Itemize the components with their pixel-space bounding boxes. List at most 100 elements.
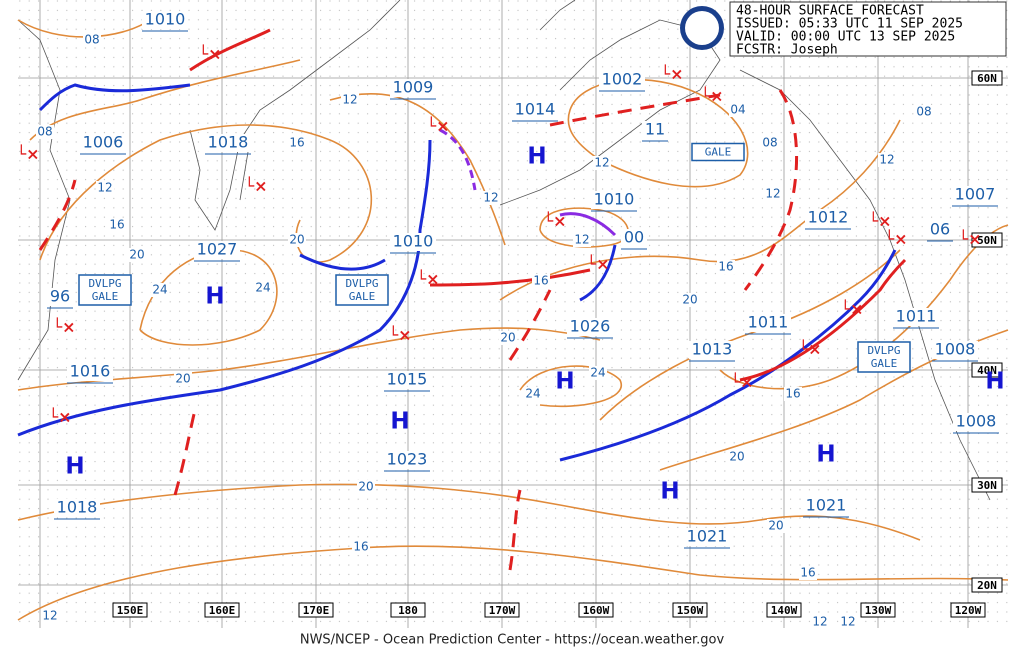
isobar-label-bg bbox=[764, 187, 782, 201]
pressure-value: 1010 bbox=[594, 190, 635, 209]
isobar-label: 08 bbox=[37, 125, 52, 139]
isobar-label-bg bbox=[717, 260, 735, 274]
lon-label: 160E bbox=[209, 604, 236, 617]
isobar-label-bg bbox=[811, 615, 829, 629]
isobar-label-bg bbox=[839, 615, 857, 629]
header-box bbox=[729, 1, 1007, 57]
lat-label: 40N bbox=[977, 364, 997, 377]
pressure-value: 1018 bbox=[57, 498, 98, 517]
lon-label: 120W bbox=[955, 604, 982, 617]
isobar-label: 12 bbox=[812, 615, 827, 629]
isobar-label: 20 bbox=[768, 519, 783, 533]
lon-label-box bbox=[860, 602, 896, 618]
lat-label: 60N bbox=[977, 72, 997, 85]
low-marker: └× bbox=[244, 176, 267, 196]
lon-label-box bbox=[298, 602, 334, 618]
pressure-value: 1027 bbox=[197, 240, 238, 259]
isobar-label-bg bbox=[108, 218, 126, 232]
header-line: FCSTR: Joseph bbox=[736, 43, 838, 58]
pressure-value: 96 bbox=[50, 287, 70, 306]
pressure-value: 1021 bbox=[687, 527, 728, 546]
gale-box bbox=[691, 142, 745, 162]
low-marker: └× bbox=[198, 44, 221, 64]
low-marker: └× bbox=[958, 229, 981, 249]
isobar-label: 08 bbox=[762, 136, 777, 150]
isobar-label-bg bbox=[151, 283, 169, 297]
lon-label: 130W bbox=[865, 604, 892, 617]
isobar-label-bg bbox=[799, 566, 817, 580]
pressure-value: 1008 bbox=[956, 412, 997, 431]
high-center: H bbox=[555, 369, 574, 395]
pressure-bg bbox=[384, 371, 430, 389]
high-center: H bbox=[660, 479, 679, 505]
pressure-bg bbox=[953, 413, 999, 431]
low-marker: └× bbox=[416, 269, 439, 289]
gale-box bbox=[857, 341, 911, 373]
pressure-value: 1021 bbox=[806, 496, 847, 515]
graticule bbox=[18, 0, 1008, 628]
lon-label-box bbox=[950, 602, 986, 618]
isobar-label-bg bbox=[915, 105, 933, 119]
pressure-bg bbox=[142, 11, 188, 29]
lon-label-box bbox=[766, 602, 802, 618]
lat-label: 50N bbox=[977, 234, 997, 247]
lon-label: 150E bbox=[117, 604, 144, 617]
pressure-value: 1007 bbox=[955, 185, 996, 204]
pressure-value: 1016 bbox=[70, 362, 111, 381]
lat-label-box bbox=[971, 577, 1003, 593]
isobar-label-bg bbox=[573, 233, 591, 247]
lat-label: 30N bbox=[977, 479, 997, 492]
pressure-value: 1010 bbox=[145, 10, 186, 29]
pressure-bg bbox=[390, 79, 436, 97]
isobar-label-bg bbox=[352, 540, 370, 554]
isobar-label: 12 bbox=[342, 93, 357, 107]
pressure-value: 1023 bbox=[387, 450, 428, 469]
isobar-label: 20 bbox=[129, 248, 144, 262]
lat-label-box bbox=[971, 232, 1003, 248]
lon-label-box bbox=[390, 602, 426, 618]
gale-label: DVLPG bbox=[867, 344, 900, 357]
low-marker: └× bbox=[700, 86, 723, 106]
lon-label: 170E bbox=[303, 604, 330, 617]
pressure-bg bbox=[54, 499, 100, 517]
isobar-label: 20 bbox=[682, 293, 697, 307]
pressure-bg bbox=[80, 134, 126, 152]
isobar-label-bg bbox=[761, 136, 779, 150]
pressure-value: 1026 bbox=[570, 317, 611, 336]
isobar-label: 16 bbox=[718, 260, 733, 274]
pressure-value: 1012 bbox=[808, 208, 849, 227]
fronts bbox=[17, 28, 907, 571]
pressure-bg bbox=[689, 341, 735, 359]
pressure-bg bbox=[684, 528, 730, 546]
low-marker: └× bbox=[52, 317, 75, 337]
lon-label-box bbox=[112, 602, 148, 618]
low-marker: └× bbox=[388, 325, 411, 345]
low-marker: └× bbox=[426, 116, 449, 136]
isobar-label: 12 bbox=[765, 187, 780, 201]
header-line: VALID: 00:00 UTC 13 SEP 2025 bbox=[736, 30, 955, 45]
high-center: H bbox=[205, 284, 224, 310]
isobar-label: 12 bbox=[42, 609, 57, 623]
high-center: H bbox=[390, 409, 409, 435]
low-marker: └× bbox=[543, 211, 566, 231]
pressure-bg bbox=[194, 241, 240, 259]
isobar-label-bg bbox=[532, 274, 550, 288]
isobar-label: 24 bbox=[255, 281, 270, 295]
pressure-bg bbox=[893, 308, 939, 326]
pressure-value: 1011 bbox=[748, 313, 789, 332]
pressure-bg bbox=[932, 341, 978, 359]
isobar-label-bg bbox=[341, 93, 359, 107]
isobar-label: 20 bbox=[358, 480, 373, 494]
isobar-label: 16 bbox=[533, 274, 548, 288]
pressure-bg bbox=[803, 497, 849, 515]
pressure-bg bbox=[205, 134, 251, 152]
isobar-label: 20 bbox=[729, 450, 744, 464]
isobar-label: 08 bbox=[84, 33, 99, 47]
isobar-label-bg bbox=[288, 136, 306, 150]
pressure-bg bbox=[512, 101, 558, 119]
footer-band bbox=[0, 628, 1024, 652]
low-marker: └× bbox=[840, 299, 863, 319]
lon-label: 180 bbox=[398, 604, 418, 617]
header-line: ISSUED: 05:33 UTC 11 SEP 2025 bbox=[736, 17, 963, 32]
gale-label: DVLPG bbox=[88, 277, 121, 290]
